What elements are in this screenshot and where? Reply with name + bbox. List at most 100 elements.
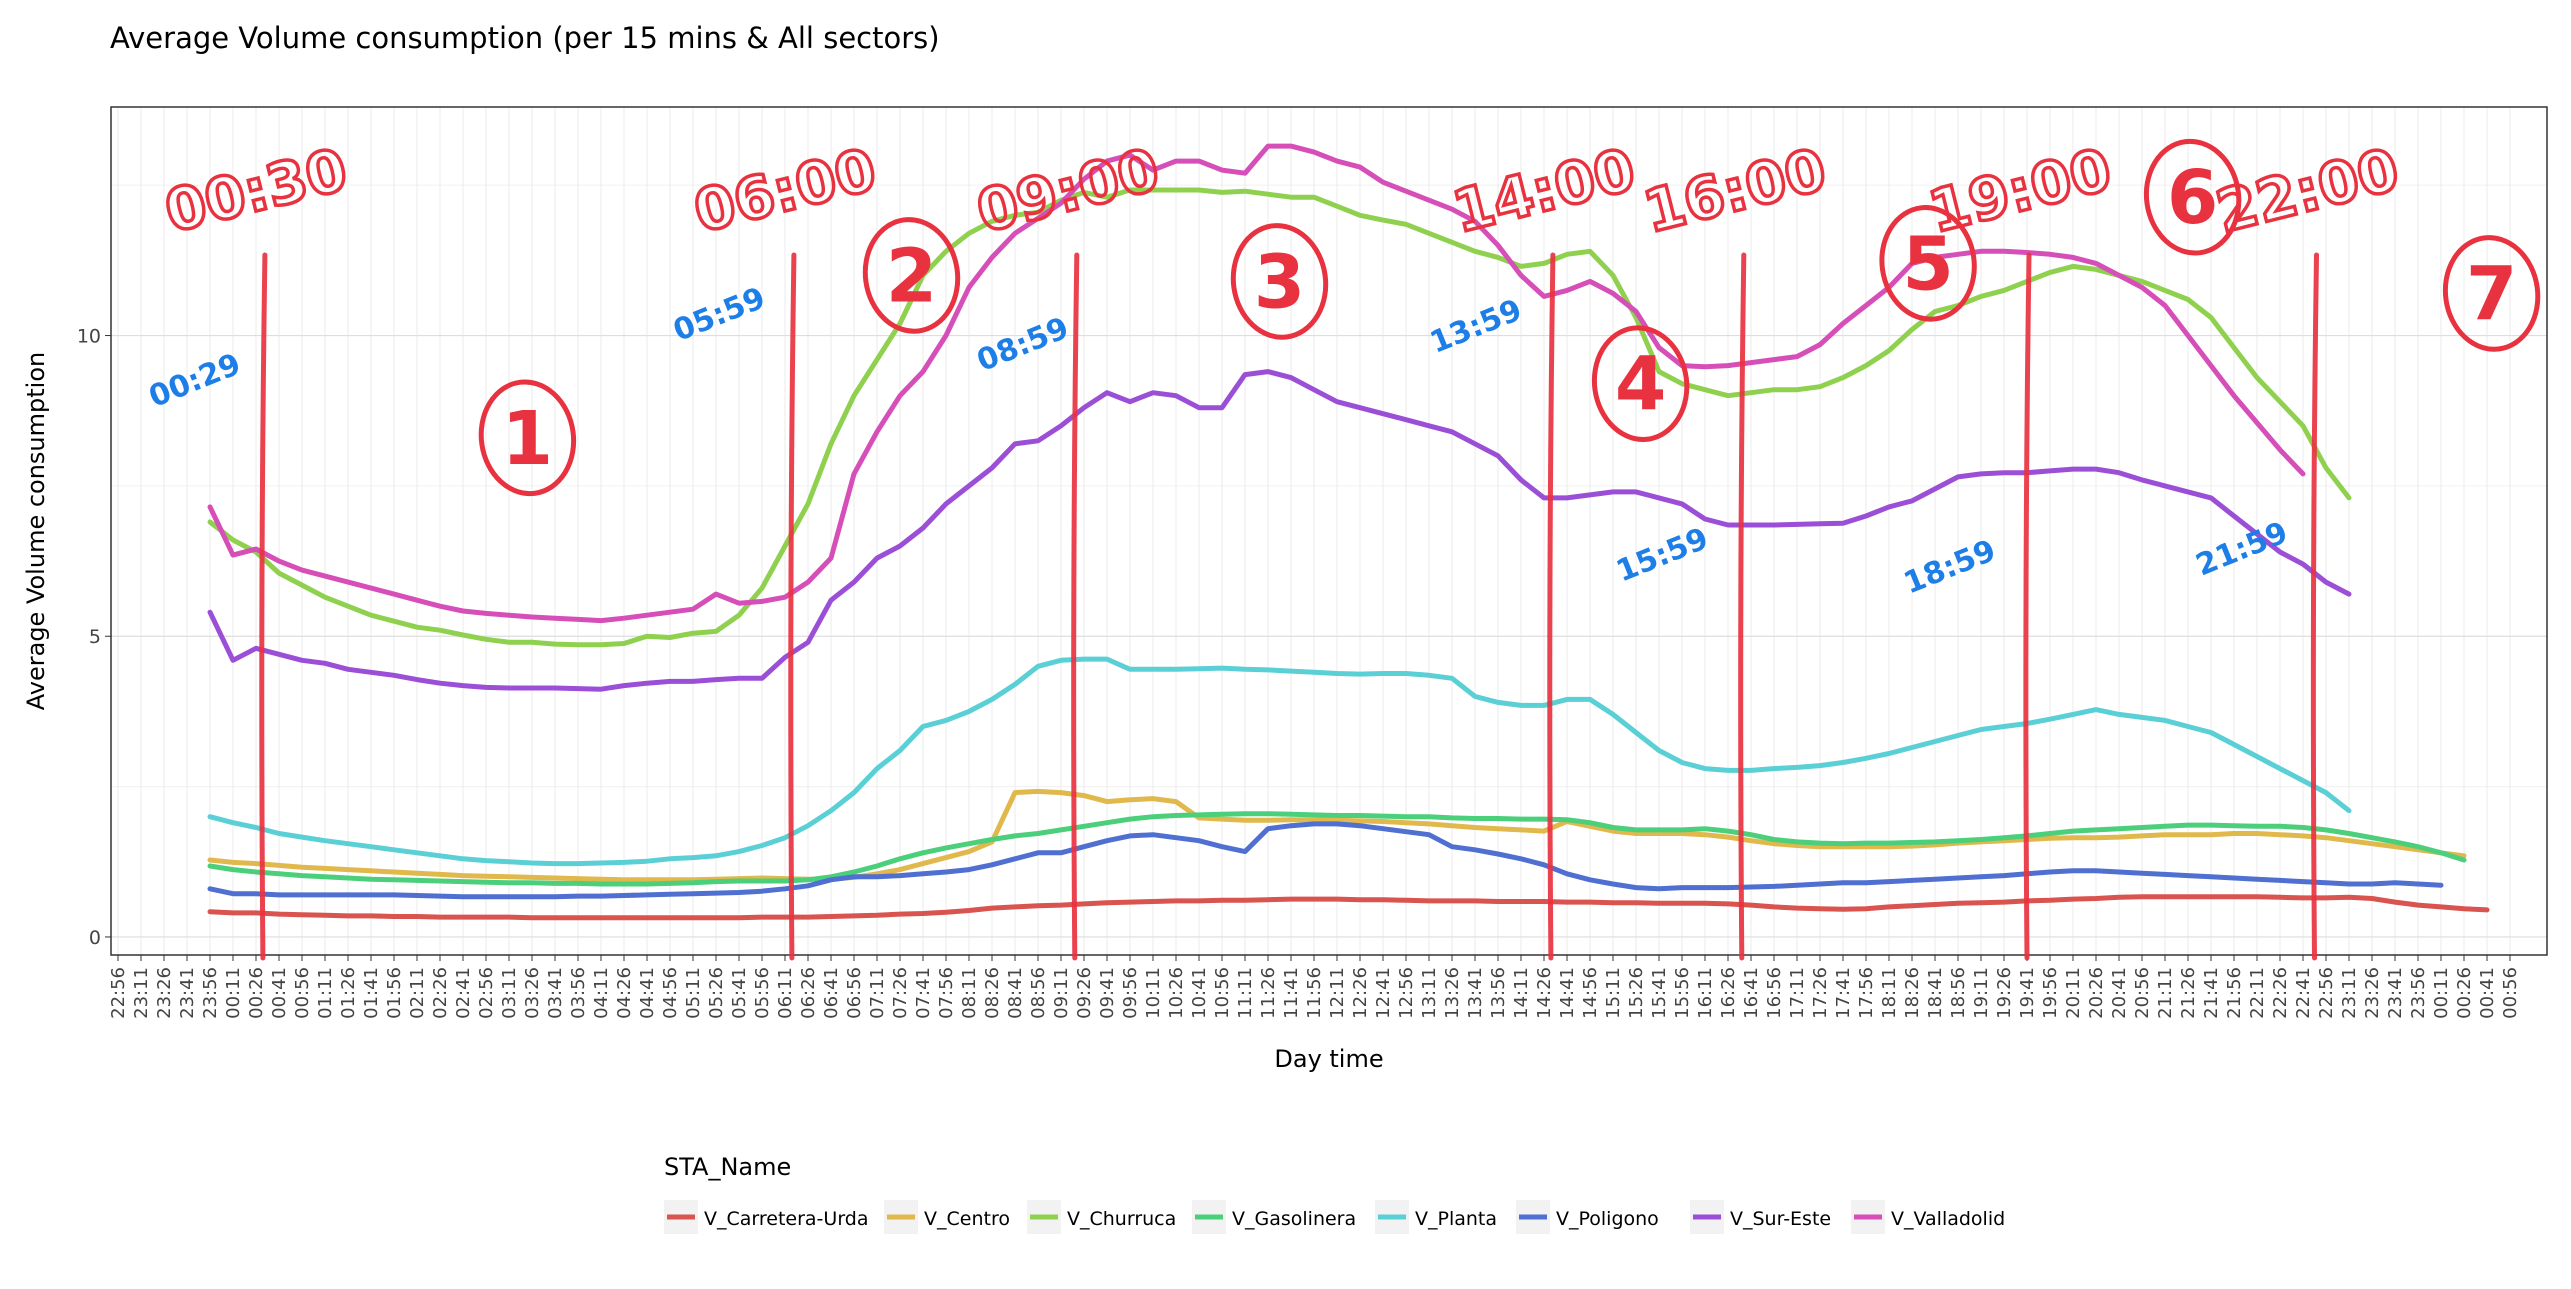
x-tick-label: 08:41 [1005,967,1026,1019]
zone-circle [2442,235,2541,352]
x-tick-label: 17:56 [1856,967,1877,1019]
x-tick-label: 13:56 [1488,967,1509,1019]
x-tick-label: 14:56 [1580,967,1601,1019]
legend-label: V_Poligono [1556,1208,1659,1230]
x-tick-label: 06:26 [798,967,819,1019]
legend-label: V_Gasolinera [1232,1208,1356,1230]
boundary-line [1738,252,1747,961]
y-tick-label: 10 [77,326,101,348]
x-tick-label: 21:26 [2178,967,2199,1019]
x-tick-label: 01:26 [338,967,359,1019]
x-tick-label: 22:26 [2270,967,2291,1019]
x-tick-label: 07:11 [867,967,888,1019]
x-tick-label: 12:41 [1373,967,1394,1019]
x-tick-label: 08:11 [959,967,980,1019]
x-tick-label: 11:26 [1258,967,1279,1019]
x-tick-label: 11:56 [1304,967,1325,1019]
x-tick-label: 03:11 [499,967,520,1019]
x-tick-label: 00:26 [2454,967,2475,1019]
x-tick-label: 23:26 [154,967,175,1019]
x-tick-label: 18:56 [1948,967,1969,1019]
x-axis-label: Day time [1274,1045,1383,1073]
x-tick-label: 09:11 [1051,967,1072,1019]
x-tick-label: 20:26 [2086,967,2107,1019]
x-tick-label: 21:11 [2155,967,2176,1019]
x-tick-label: 15:11 [1603,967,1624,1019]
x-tick-label: 10:11 [1143,967,1164,1019]
x-tick-label: 01:41 [361,967,382,1019]
x-tick-label: 20:11 [2063,967,2084,1019]
x-tick-label: 21:56 [2224,967,2245,1019]
x-tick-label: 16:11 [1695,967,1716,1019]
series-line [207,187,2352,648]
zone-number: 2 [886,233,938,319]
boundary-line [2310,252,2319,961]
legend-label: V_Carretera-Urda [704,1208,869,1230]
series-line [207,369,2352,692]
zone-circle [1230,223,1329,340]
x-tick-label: 18:11 [1879,967,1900,1019]
series-line [207,143,2306,624]
y-tick-label: 0 [89,927,101,949]
x-tick-label: 22:56 [2316,967,2337,1019]
zone-circle [478,379,577,497]
x-tick-label: 05:56 [752,967,773,1019]
x-tick-label: 23:56 [2408,967,2429,1019]
x-tick-label: 20:41 [2109,967,2130,1019]
x-tick-label: 12:11 [1327,967,1348,1019]
boundary-line [1071,252,1080,961]
x-tick-label: 02:11 [407,967,428,1019]
x-tick-label: 03:26 [522,967,543,1019]
zone-circle [1591,325,1690,442]
x-tick-label: 07:26 [890,967,911,1019]
x-tick-label: 04:26 [614,967,635,1019]
zone-number: 7 [2466,251,2518,337]
x-tick-label: 02:26 [430,967,451,1019]
x-tick-label: 15:41 [1649,967,1670,1019]
x-tick-label: 11:11 [1235,967,1256,1019]
y-tick-label: 5 [89,626,101,648]
x-tick-label: 18:26 [1902,967,1923,1019]
x-tick-label: 13:11 [1419,967,1440,1019]
grid [111,107,2547,955]
series-line [207,821,2444,900]
x-tick-label: 17:41 [1833,967,1854,1019]
x-tick-label: 00:11 [2431,967,2452,1019]
x-tick-label: 23:26 [2362,967,2383,1019]
boundary-line [788,252,797,961]
x-tick-label: 23:41 [177,967,198,1019]
legend-label: V_Centro [924,1208,1010,1230]
x-tick-label: 09:26 [1074,967,1095,1019]
legend-label: V_Planta [1415,1208,1497,1230]
x-tick-label: 09:41 [1097,967,1118,1019]
zone-number: 3 [1254,239,1306,325]
boundary-line [259,252,268,961]
x-tick-label: 14:11 [1511,967,1532,1019]
x-tick-label: 22:56 [108,967,129,1019]
x-tick-label: 15:26 [1626,967,1647,1019]
x-tick-label: 16:56 [1764,967,1785,1019]
y-axis: 0 5 10 [77,326,111,949]
zone-number: 6 [2167,155,2219,241]
x-tick-label: 05:26 [706,967,727,1019]
x-axis: 22:56 23:11 23:26 23:41 23:56 00:11 00:26 00:41… [108,955,2521,1019]
y-axis-label: Average Volume consumption [22,352,50,710]
x-tick-label: 03:41 [545,967,566,1019]
x-tick-label: 16:26 [1718,967,1739,1019]
series-lines [207,143,2490,921]
x-tick-label: 12:56 [1396,967,1417,1019]
x-tick-label: 05:11 [683,967,704,1019]
x-tick-label: 14:41 [1557,967,1578,1019]
x-tick-label: 13:26 [1442,967,1463,1019]
x-tick-label: 22:41 [2293,967,2314,1019]
zone-number: 5 [1902,221,1954,307]
boundary-line [1547,252,1556,961]
x-tick-label: 00:41 [2477,967,2498,1019]
x-tick-label: 19:26 [1994,967,2015,1019]
x-tick-label: 23:11 [2339,967,2360,1019]
x-tick-label: 22:11 [2247,967,2268,1019]
x-tick-label: 19:41 [2017,967,2038,1019]
x-tick-label: 00:26 [246,967,267,1019]
